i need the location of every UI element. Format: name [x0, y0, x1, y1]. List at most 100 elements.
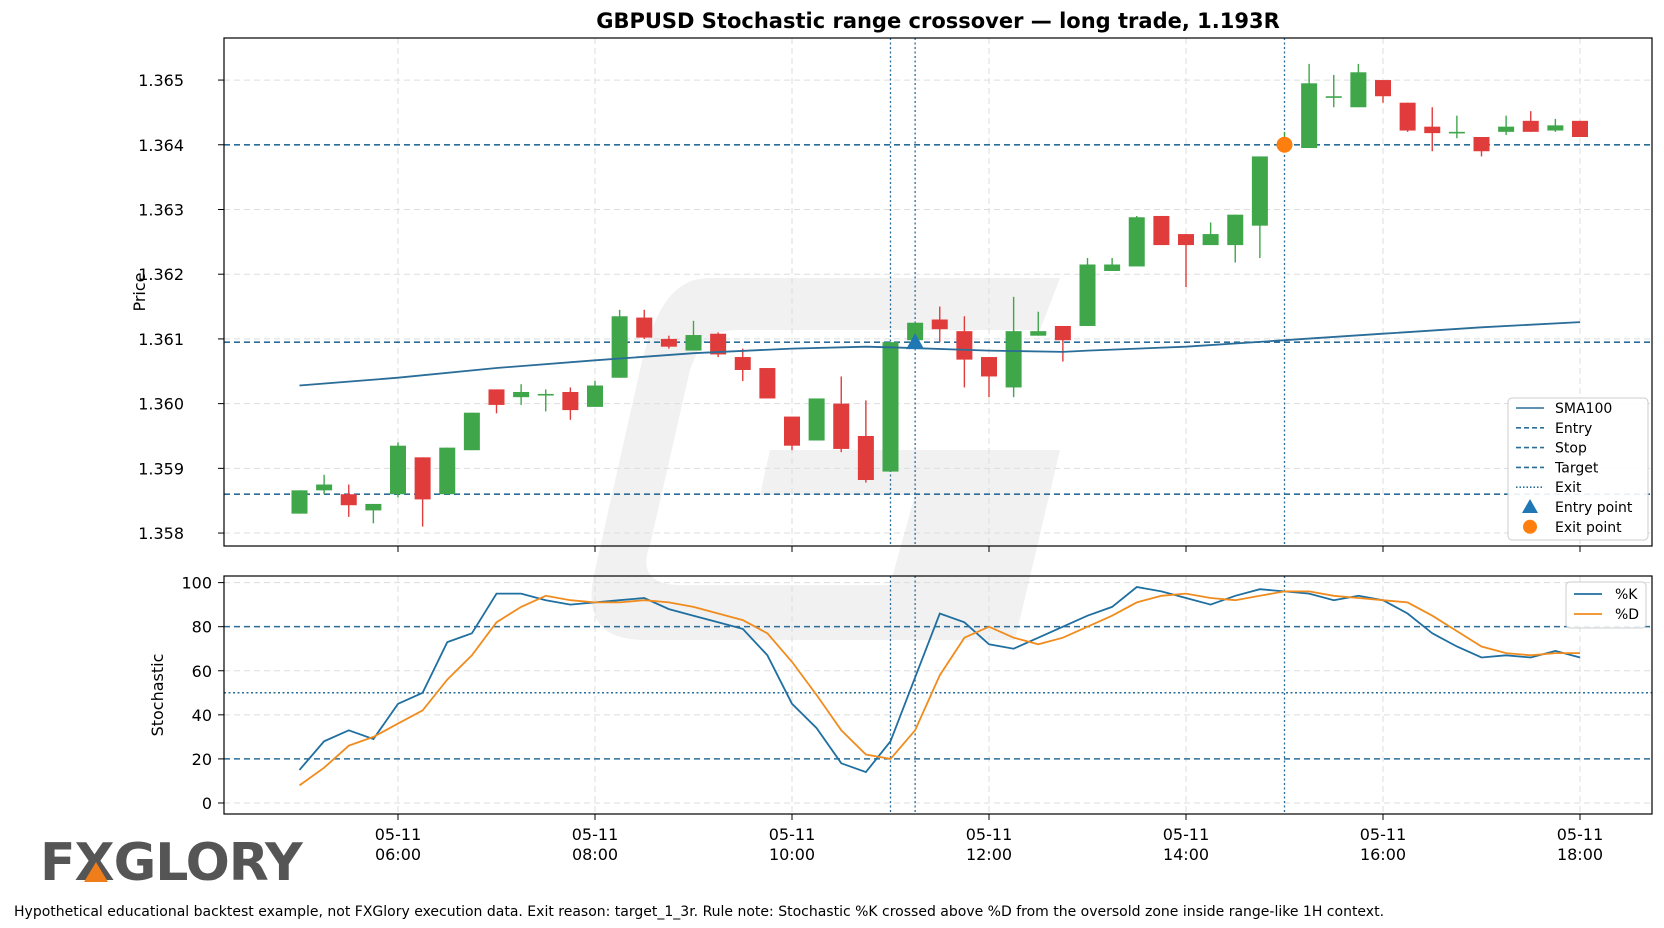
- candle-body: [1572, 120, 1588, 138]
- x-axis-ticks: 05-1106:0005-1108:0005-1110:0005-1112:00…: [375, 814, 1604, 864]
- candle-body: [1522, 120, 1539, 132]
- candle: [759, 368, 776, 399]
- candle-body: [439, 447, 456, 495]
- candle: [636, 309, 653, 339]
- candle: [1079, 258, 1096, 326]
- candle-body: [611, 316, 628, 378]
- price-y-tick-label: 1.361: [138, 330, 184, 349]
- candle-body: [1473, 137, 1490, 152]
- candle-body: [291, 490, 308, 514]
- candle: [660, 335, 677, 349]
- candle-body: [636, 317, 653, 338]
- stochastic-y-tick-label: 100: [181, 574, 212, 593]
- candle-body: [759, 368, 776, 399]
- price-x-ticks: [397, 546, 1581, 552]
- candle: [1350, 63, 1367, 108]
- candle: [1448, 115, 1465, 139]
- candle: [1498, 115, 1515, 136]
- candle: [710, 332, 727, 358]
- candle-body: [1547, 125, 1564, 131]
- legend-swatch-entry-point: [1522, 499, 1538, 513]
- legend-label: Target: [1554, 460, 1599, 476]
- series-line-k: [298, 586, 1581, 774]
- x-tick-label-date: 05-11: [375, 825, 422, 844]
- candle-body: [1202, 234, 1219, 246]
- candle-body: [1448, 131, 1465, 134]
- candle-body: [1153, 215, 1170, 246]
- x-tick-label-time: 14:00: [1163, 845, 1209, 864]
- trade-markers: [906, 136, 1293, 350]
- legend-label: SMA100: [1555, 401, 1612, 417]
- candle-body: [784, 416, 800, 446]
- x-tick-label-date: 05-11: [1557, 825, 1604, 844]
- candle-body: [316, 484, 333, 491]
- candle-body: [1251, 156, 1268, 226]
- candle-body: [587, 385, 603, 407]
- candle: [784, 416, 800, 451]
- candle: [1128, 215, 1145, 267]
- x-tick-label-time: 12:00: [966, 845, 1012, 864]
- footnote: Hypothetical educational backtest exampl…: [14, 904, 1385, 920]
- price-y-tick-label: 1.360: [138, 395, 184, 414]
- candle: [1522, 111, 1539, 132]
- stochastic-series: [298, 586, 1581, 787]
- stochastic-y-tick-label: 80: [192, 618, 212, 637]
- candle-body: [1424, 126, 1441, 134]
- x-tick-label-time: 06:00: [375, 845, 421, 864]
- x-tick-label-date: 05-11: [966, 825, 1013, 844]
- candle: [1251, 156, 1268, 259]
- price-y-ticks: 1.358 1.359 1.360 1.361 1.362 1.363 1.364 1.365: [138, 71, 224, 543]
- stochastic-threshold-lines: [224, 625, 1652, 760]
- candle-body: [340, 494, 357, 506]
- candle-body: [1054, 325, 1071, 341]
- candle-body: [907, 322, 924, 341]
- x-tick-label-date: 05-11: [1163, 825, 1210, 844]
- candle: [1030, 311, 1047, 336]
- stochastic-y-ticks: 0 20 40 60 80 100: [181, 574, 224, 813]
- stochastic-y-tick-label: 60: [192, 662, 212, 681]
- candle: [1301, 63, 1318, 149]
- candle-body: [1350, 72, 1367, 108]
- candle-body: [463, 412, 480, 451]
- candle: [1202, 222, 1219, 246]
- candle: [291, 490, 308, 514]
- candle: [1473, 137, 1490, 157]
- fxglory-logo-accent: [84, 862, 108, 882]
- price-panel: 1.358 1.359 1.360 1.361 1.362 1.363 1.364 1.365…: [130, 37, 1653, 552]
- candle-body: [1104, 264, 1121, 271]
- candle-body: [1227, 214, 1244, 246]
- candle: [414, 457, 431, 527]
- candle: [340, 484, 357, 517]
- entry-point-marker: [906, 333, 925, 350]
- candle: [981, 357, 997, 398]
- candle: [1054, 325, 1071, 362]
- candle-body: [808, 398, 825, 441]
- fxglory-logo: FXGLORY: [40, 833, 305, 893]
- stochastic-y-tick-label: 40: [192, 706, 212, 725]
- candle-body: [660, 338, 677, 347]
- candle-body: [685, 335, 702, 351]
- candle: [1424, 107, 1441, 152]
- price-y-tick-label: 1.362: [138, 265, 184, 284]
- candle-body: [931, 319, 948, 330]
- stochastic-y-axis-label: Stochastic: [148, 654, 167, 737]
- candle-body: [414, 457, 431, 500]
- candle: [365, 503, 382, 524]
- legend-label: Exit point: [1555, 520, 1622, 536]
- candle-body: [1325, 96, 1342, 98]
- candle: [513, 384, 530, 405]
- candle: [833, 376, 850, 453]
- candle: [611, 309, 628, 378]
- candle: [1153, 215, 1170, 246]
- candle: [463, 412, 480, 451]
- candle: [1325, 74, 1342, 108]
- x-tick-label-time: 10:00: [769, 845, 815, 864]
- candle-body: [1030, 331, 1047, 336]
- candle: [1104, 258, 1121, 271]
- price-y-tick-label: 1.358: [138, 524, 184, 543]
- x-tick-label-time: 18:00: [1557, 845, 1603, 864]
- x-tick-label-date: 05-11: [572, 825, 619, 844]
- candle-body: [513, 391, 530, 398]
